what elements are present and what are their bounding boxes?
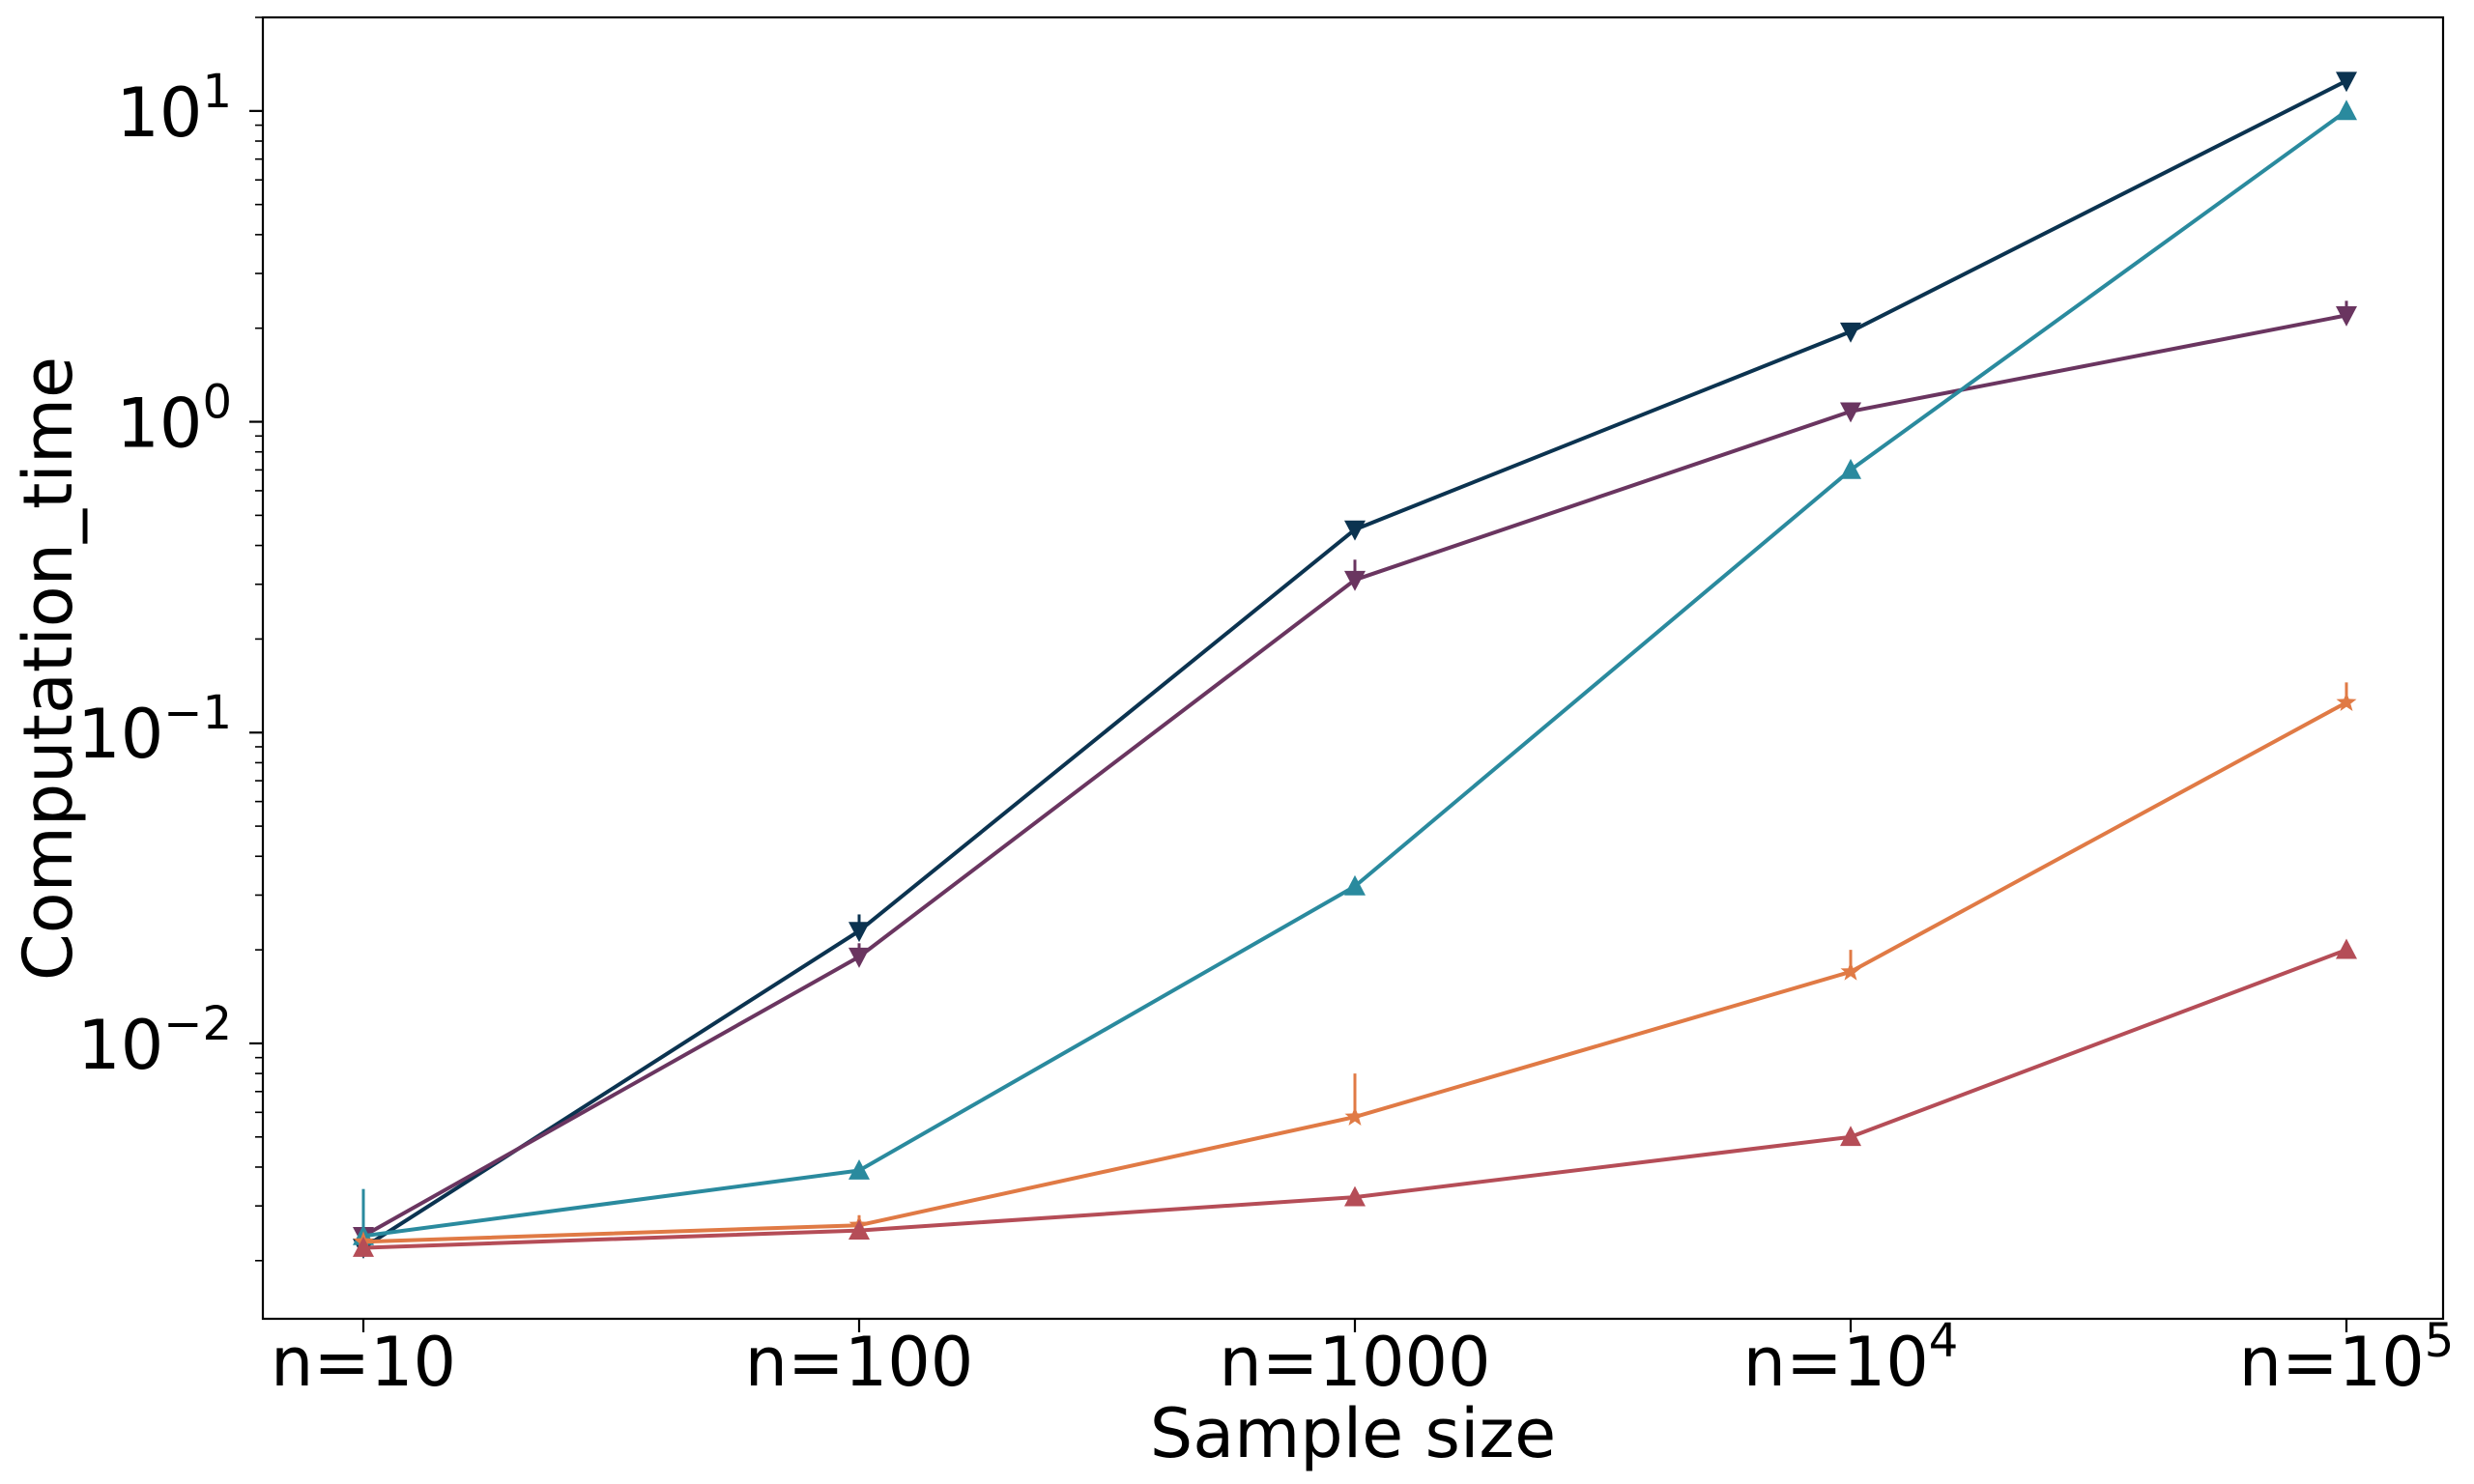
triangle-down-marker: [849, 947, 870, 968]
y-tick-label: 100: [116, 376, 232, 464]
series-5: [353, 938, 2357, 1257]
x-tick-label-base: n=10: [2239, 1323, 2425, 1402]
x-tick-label-exponent: 5: [2425, 1314, 2455, 1368]
y-tick-label-base: 10: [116, 385, 202, 464]
x-tick-label: n=1000: [1219, 1323, 1490, 1402]
series-layer: [353, 71, 2357, 1260]
triangle-down-marker: [2336, 306, 2357, 327]
y-tick-label: 101: [116, 65, 232, 153]
y-tick-label-exponent: −2: [163, 997, 232, 1051]
triangle-up-marker: [2336, 938, 2357, 959]
triangle-up-marker: [1840, 1126, 1861, 1147]
triangle-up-marker: [1344, 874, 1366, 896]
triangle-down-marker: [1840, 322, 1861, 343]
y-tick-label: 10−2: [77, 997, 232, 1085]
triangle-up-marker: [353, 1236, 374, 1257]
y-tick-label-exponent: −1: [163, 686, 232, 740]
triangle-down-marker: [2336, 71, 2357, 93]
x-tick-label: n=100: [745, 1323, 974, 1402]
triangle-up-marker: [1344, 1185, 1366, 1207]
star-marker: [1344, 1106, 1366, 1126]
triangle-up-marker: [2336, 100, 2357, 121]
x-tick-label-base: n=10: [1743, 1323, 1929, 1402]
x-tick-label-base: n=10: [271, 1323, 456, 1402]
x-tick-label-base: n=100: [745, 1323, 974, 1402]
y-tick-label-exponent: 0: [202, 376, 232, 430]
triangle-down-marker: [1344, 520, 1366, 541]
star-marker: [1840, 960, 1861, 981]
triangle-up-marker: [849, 1219, 870, 1240]
star-marker: [2336, 692, 2357, 711]
triangle-down-marker: [849, 922, 870, 943]
triangle-down-marker: [1344, 570, 1366, 591]
y-tick-label-base: 10: [77, 695, 163, 774]
y-axis-title: Computation_time: [9, 357, 88, 981]
x-tick-label: n=10: [271, 1323, 456, 1402]
x-tick-label-base: n=1000: [1219, 1323, 1490, 1402]
y-tick-label-base: 10: [116, 73, 202, 153]
x-tick-label: n=104: [1743, 1314, 1959, 1402]
triangle-up-marker: [1840, 458, 1861, 479]
plot-frame: [261, 15, 2445, 1321]
x-tick-label-exponent: 4: [1929, 1314, 1959, 1368]
x-axis: n=10 n=100 n=1000 n=104 n=105: [271, 1314, 2454, 1402]
triangle-up-marker: [849, 1158, 870, 1180]
y-tick-label: 10−1: [77, 686, 232, 774]
x-tick-label: n=105: [2239, 1314, 2455, 1402]
triangle-down-marker: [1840, 402, 1861, 423]
y-tick-label-base: 10: [77, 1006, 163, 1085]
y-tick-label-exponent: 1: [202, 65, 232, 119]
x-axis-title: Sample size: [1150, 1394, 1556, 1473]
